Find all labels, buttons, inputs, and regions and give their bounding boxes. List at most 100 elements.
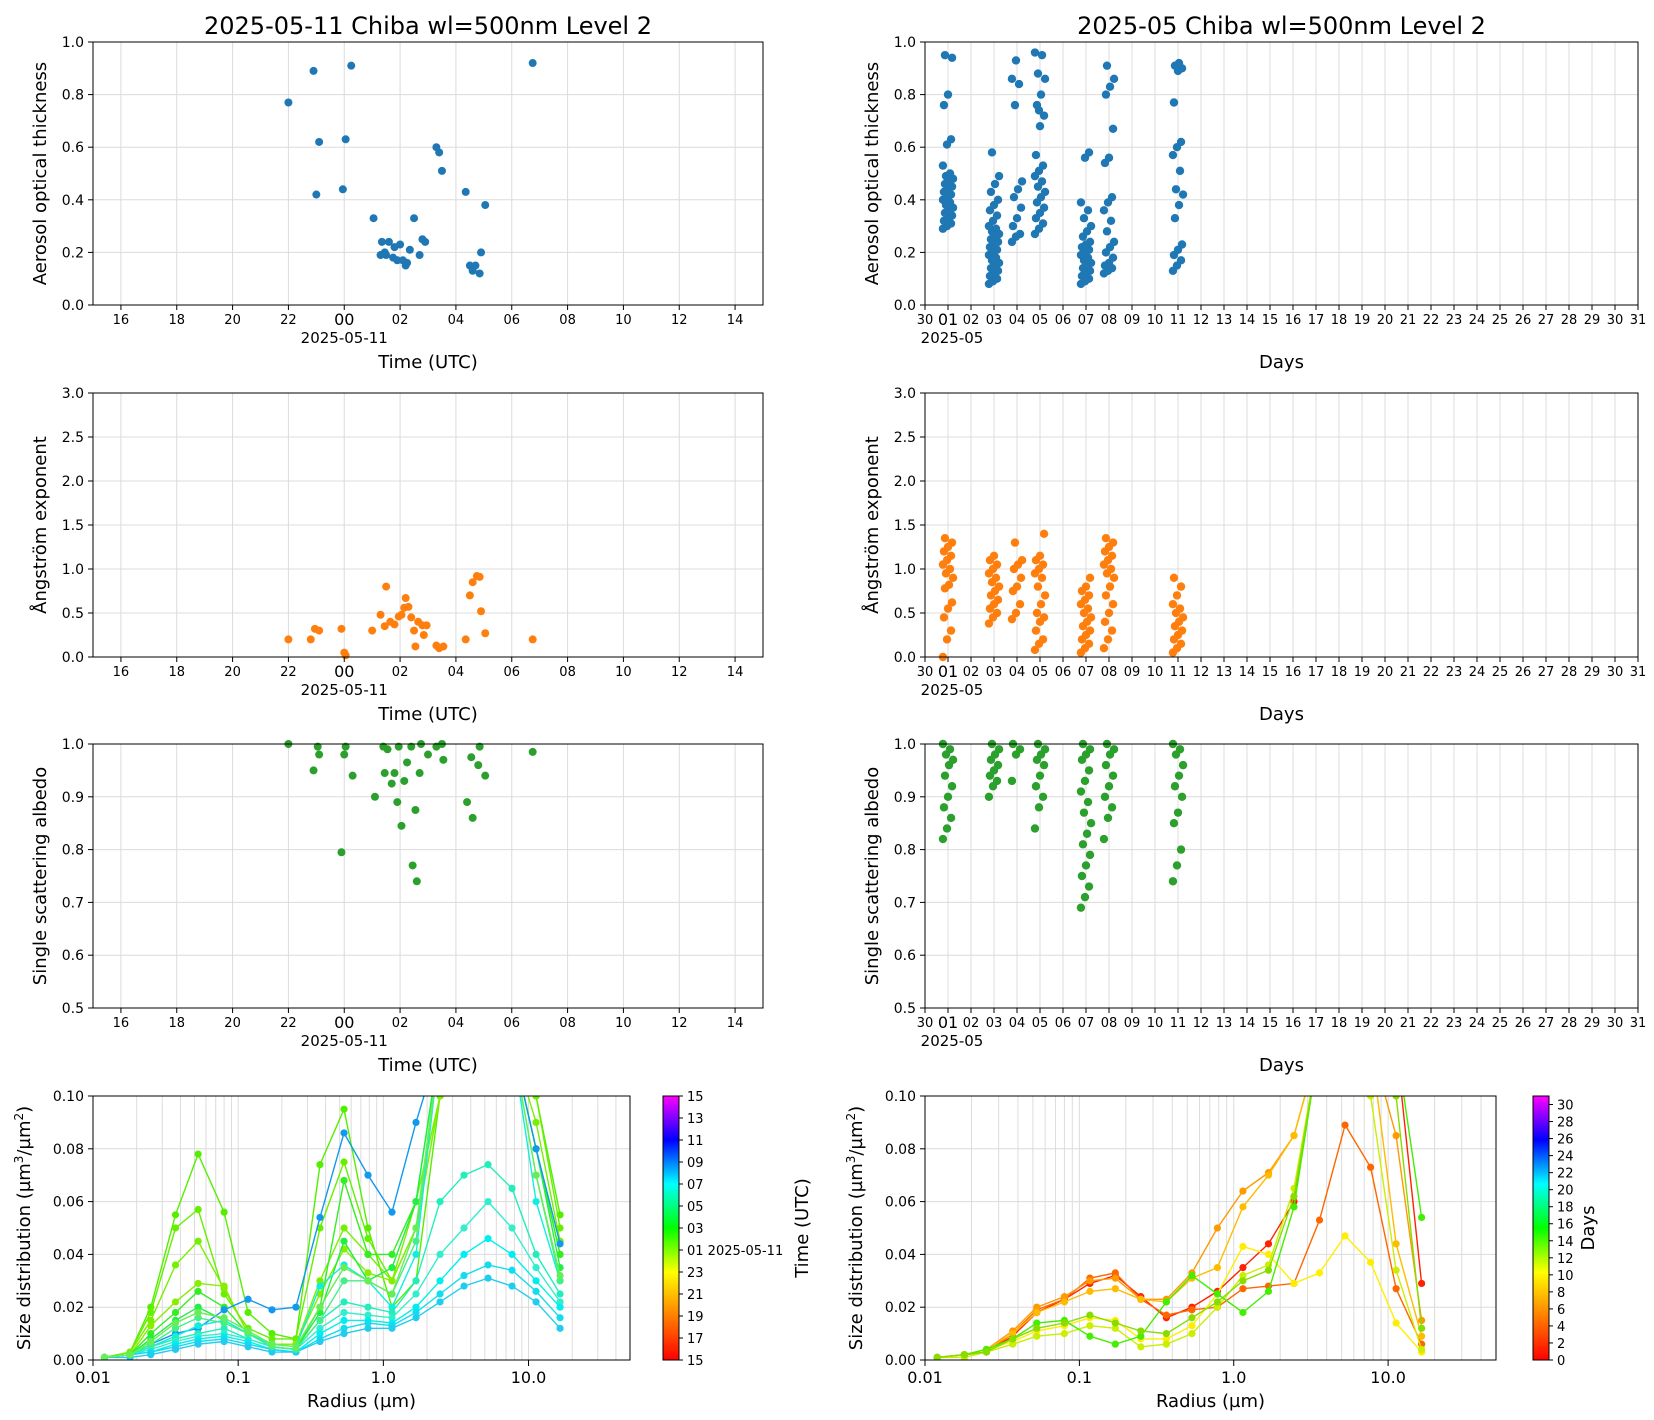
data-point [474, 761, 483, 770]
series-line [104, 1096, 561, 1359]
x-tick-label: 20 [1377, 665, 1394, 680]
colorbar-tick-label: 19 [687, 1310, 704, 1325]
data-point [147, 1322, 155, 1330]
data-point [126, 1351, 134, 1359]
y-label-part: Size distribution (µm [846, 1163, 867, 1350]
data-point [1109, 237, 1119, 247]
series-line [104, 1096, 561, 1359]
data-point [340, 1224, 348, 1232]
data-point [508, 1040, 515, 1047]
data-point [1009, 1335, 1017, 1343]
x-tick-label: 29 [1584, 1016, 1601, 1031]
x-tick-label: 20 [224, 1016, 241, 1031]
x-tick-label: 23 [1446, 665, 1463, 680]
data-point [220, 1306, 228, 1314]
y-tick-label: 0.7 [62, 895, 84, 911]
data-point [1176, 137, 1186, 147]
data-point [532, 1298, 540, 1306]
data-point [528, 59, 537, 68]
x-tick-label: 04 [448, 665, 465, 680]
y-tick-label: 0.6 [62, 948, 84, 964]
y-label-superscript: 2 [844, 1113, 858, 1121]
data-point [439, 642, 448, 651]
series-line [104, 1096, 561, 1359]
data-point [337, 848, 346, 857]
x-tick-label: 10 [1147, 1016, 1164, 1031]
data-point [396, 240, 405, 249]
x-tick-label: 26 [1515, 1016, 1532, 1031]
y-tick-label: 0.5 [62, 606, 84, 622]
data-point [1101, 591, 1111, 600]
data-point [993, 195, 1003, 204]
data-point [982, 1348, 991, 1356]
y-tick-label: 0.00 [53, 1353, 84, 1369]
data-point [1108, 253, 1118, 262]
data-point [484, 1234, 492, 1243]
aot-monthly-panel: 30 01 02 03 04 05 06 07 08 09 10 11 12 13 14 15 16 17 18 19… [862, 12, 1646, 373]
x-tick-label: 19 [1354, 313, 1371, 328]
data-point [1188, 1306, 1196, 1314]
data-point [1108, 124, 1118, 133]
data-point [1017, 556, 1027, 565]
x-tick-label: 22 [1423, 313, 1440, 328]
data-point [943, 604, 953, 613]
x-tick-label: 25 [1492, 665, 1509, 680]
x-tick-label: 0.1 [1067, 1368, 1092, 1387]
colorbar-tick-label: 26 [1557, 1133, 1574, 1148]
series-line [104, 1096, 561, 1359]
data-point [1104, 608, 1114, 618]
data-point [171, 1211, 180, 1219]
y-label-superscript: 3 [844, 1156, 858, 1164]
data-point [556, 1298, 564, 1306]
data-point [940, 534, 950, 543]
y-tick-label: 0.06 [53, 1195, 84, 1211]
series-line [104, 1264, 561, 1359]
data-point [1172, 591, 1182, 600]
data-point [404, 602, 413, 611]
x-tick-label: 17 [1308, 313, 1325, 328]
data-point [1037, 573, 1047, 582]
data-point [1015, 600, 1025, 609]
y-tick-label: 0.5 [894, 1001, 916, 1017]
x-axis-label: Radius (µm) [1156, 1391, 1265, 1412]
colorbar-tick-label: 21 [687, 1288, 704, 1303]
x-tick-label: 04 [448, 313, 465, 328]
series-line [937, 1096, 1423, 1359]
data-point [1316, 1040, 1323, 1047]
data-point [194, 1205, 202, 1214]
data-point [1032, 608, 1042, 618]
data-point [556, 1277, 564, 1285]
date-label: 2025-05-11 [301, 329, 388, 347]
data-point [556, 1314, 564, 1322]
date-label: 2025-05 [921, 329, 984, 347]
data-point [986, 187, 996, 197]
data-point [408, 861, 417, 870]
data-point [1086, 819, 1096, 828]
data-point [1086, 613, 1096, 622]
data-point [312, 190, 321, 199]
series-line [104, 1200, 561, 1359]
y-tick-label: 0.9 [62, 790, 84, 806]
y-label-superscript: 2 [12, 1113, 26, 1121]
colorbar-tick-label: 09 [687, 1156, 704, 1171]
y-tick-label: 0.04 [885, 1247, 916, 1263]
data-point [1034, 803, 1044, 812]
data-point [412, 1224, 420, 1232]
data-point [340, 1277, 348, 1285]
data-point [340, 1330, 348, 1338]
data-point [436, 1040, 443, 1047]
data-point [993, 595, 1003, 604]
data-point [467, 753, 476, 762]
data-point [1109, 74, 1119, 84]
x-tick-label: 22 [1423, 665, 1440, 680]
data-point [1060, 1319, 1069, 1327]
y-tick-label: 1.0 [894, 562, 916, 578]
x-tick-label: 31 [1630, 1016, 1647, 1031]
y-tick-label: 0.8 [894, 843, 916, 859]
data-point [316, 1277, 324, 1285]
data-point [1031, 782, 1041, 791]
data-point [460, 1040, 467, 1047]
data-point [1175, 745, 1185, 754]
data-point [1177, 240, 1187, 249]
data-point [484, 1261, 492, 1269]
